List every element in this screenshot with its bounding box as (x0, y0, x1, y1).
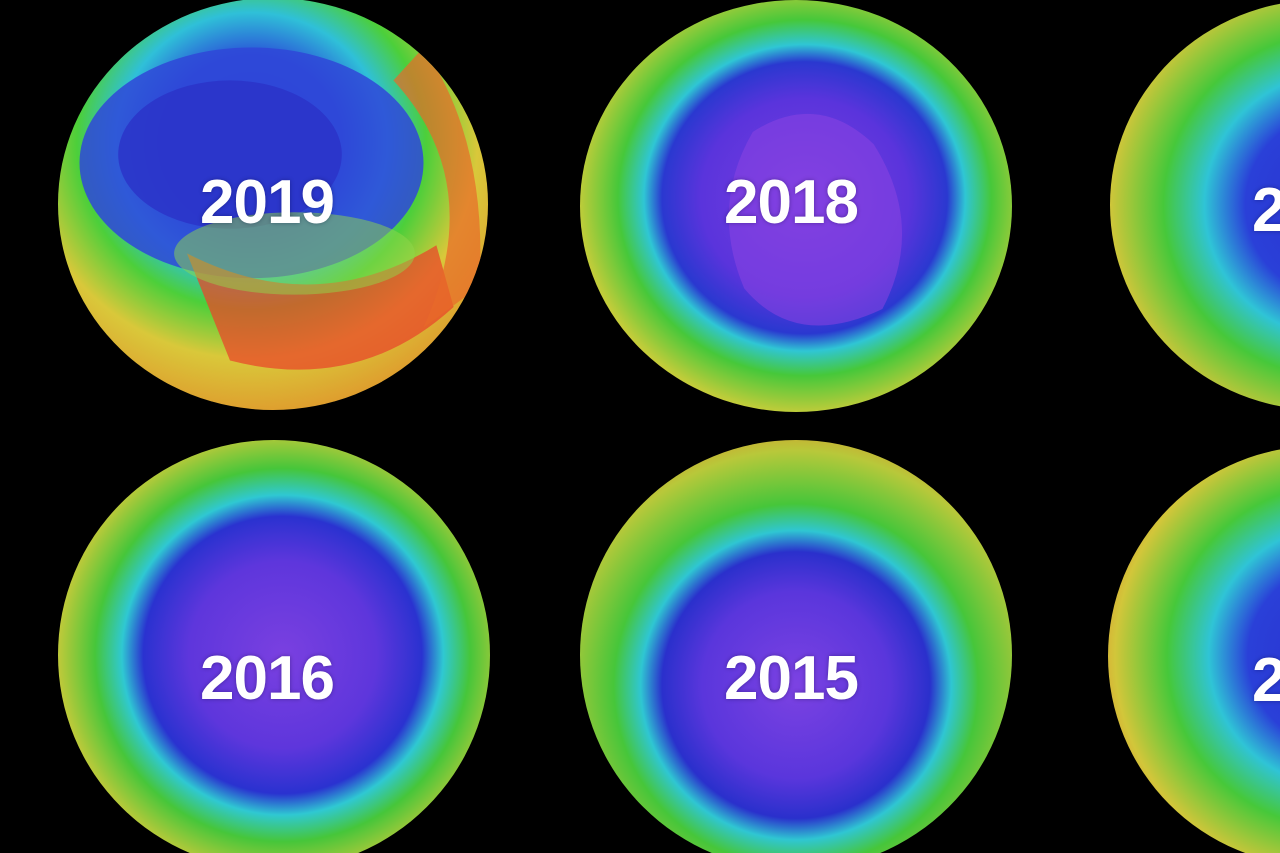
ozone-globe-2015 (580, 440, 1012, 853)
ozone-globe-2016 (58, 440, 490, 853)
year-label-2019: 2019 (200, 168, 335, 237)
ozone-map-2014 (1108, 446, 1280, 853)
ozone-map-2017 (1110, 0, 1280, 410)
ozone-globe-2018 (580, 0, 1012, 412)
ozone-globe-2019 (58, 0, 488, 410)
year-label-2016: 2016 (200, 644, 335, 713)
ozone-globe-2014 (1108, 446, 1280, 853)
ozone-map-2018 (580, 0, 1012, 412)
year-label-2014: 2014 (1252, 646, 1280, 715)
ozone-map-2016 (58, 440, 490, 853)
year-label-2017: 2017 (1252, 176, 1280, 245)
ozone-globe-2017 (1110, 0, 1280, 410)
ozone-map-2015 (580, 440, 1012, 853)
ozone-map-2019 (58, 0, 488, 410)
year-label-2015: 2015 (724, 644, 859, 713)
year-label-2018: 2018 (724, 168, 859, 237)
